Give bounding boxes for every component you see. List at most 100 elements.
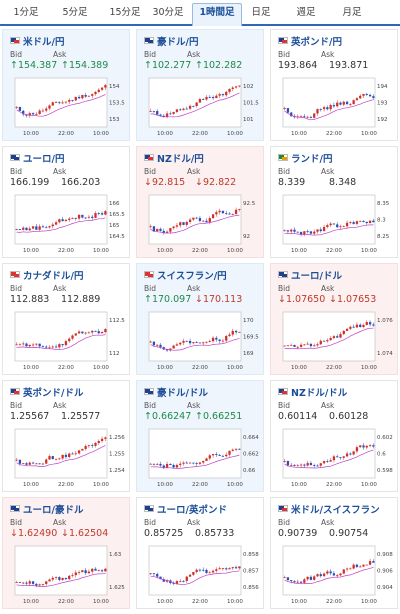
rate-chart[interactable]: 0.602 0.6 0.598 10:00 22:00 10:00 (277, 425, 393, 489)
pair-name[interactable]: ユーロ/豪ドル (23, 505, 84, 516)
rate-chart[interactable]: 0.664 0.662 0.66 10:00 22:00 10:00 (143, 425, 259, 489)
plot-frame (14, 428, 108, 479)
y-tick-label: 1.255 (109, 452, 125, 458)
candle-body (192, 105, 195, 107)
rate-card[interactable]: NZドル/ドル Bid Ask 0.60114 0.60128 0.602 0.6 0.598… (270, 380, 398, 492)
rate-card[interactable]: 米ドル/スイスフラン Bid Ask 0.90739 0.90754 0.908 0.906… (270, 497, 398, 609)
candle-body (290, 344, 293, 346)
gb-flag-icon (278, 37, 288, 44)
ask-value: 0.85733 (195, 528, 235, 539)
moving-average-line (150, 570, 240, 586)
candle-body (38, 584, 41, 586)
y-tick-label: 0.598 (377, 468, 393, 474)
rate-card[interactable]: ユーロ/豪ドル Bid Ask ↓1.62490 ↓1.62504 1.63 1.625 10… (2, 497, 130, 609)
pair-name[interactable]: NZドル/ドル (291, 388, 348, 399)
rate-chart[interactable]: 112.5 112 10:00 22:00 10:00 (9, 308, 125, 372)
pair-name[interactable]: 豪ドル/円 (157, 37, 199, 48)
rate-card[interactable]: 英ポンド/ドル Bid Ask 1.25567 1.25577 1.256 1.255 1.2… (2, 380, 130, 492)
gb-flag-icon (10, 388, 20, 395)
rate-chart[interactable]: 194 193 192 10:00 22:00 10:00 (277, 74, 393, 138)
pair-name[interactable]: ユーロ/円 (23, 154, 65, 165)
candle-body (349, 104, 352, 105)
candle-body (61, 219, 64, 222)
pair-name[interactable]: ユーロ/英ポンド (157, 505, 227, 516)
pair-name[interactable]: ユーロ/ドル (291, 271, 342, 282)
rate-card[interactable]: 米ドル/円 Bid Ask ↑154.387 ↑154.389 154 153.5 153 10… (2, 29, 130, 141)
candle-body (104, 329, 107, 333)
y-tick-label: 0.602 (377, 435, 393, 441)
tab-4[interactable]: 1時間足 (192, 3, 242, 26)
rate-chart[interactable]: 170 169.5 169 10:00 22:00 10:00 (143, 308, 259, 372)
candle-body (365, 221, 368, 224)
rate-chart[interactable]: 8.35 8.3 8.25 10:00 22:00 10:00 (277, 191, 393, 255)
x-tick-label: 10:00 (23, 131, 39, 137)
candle-body (345, 568, 349, 570)
rate-card[interactable]: 豪ドル/円 Bid Ask ↑102.277 ↑102.282 102 101.5 101 10… (136, 29, 264, 141)
pair-name[interactable]: 英ポンド/円 (291, 37, 342, 48)
rate-chart[interactable]: 0.908 0.906 0.904 10:00 22:00 10:00 (277, 542, 393, 606)
rate-card[interactable]: ユーロ/円 Bid Ask 166.199 166.203 166 165.5 165 164.… (2, 146, 130, 258)
y-tick-label: 153 (109, 117, 120, 123)
pair-name[interactable]: 英ポンド/ドル (23, 388, 84, 399)
rate-chart[interactable]: 102 101.5 101 10:00 22:00 10:00 (143, 74, 259, 138)
candle-body (221, 94, 225, 96)
tab-7[interactable]: 月足 (342, 7, 362, 18)
rate-chart[interactable]: 0.858 0.857 0.856 10:00 22:00 10:00 (143, 542, 259, 606)
pair-name[interactable]: 米ドル/円 (23, 37, 65, 48)
candle-body (309, 116, 313, 118)
tab-2[interactable]: 15分足 (109, 7, 141, 18)
candle-body (38, 343, 41, 347)
pair-name[interactable]: ランド/円 (291, 154, 333, 165)
candle-body (228, 568, 231, 570)
rate-card[interactable]: スイスフラン/円 Bid Ask ↑170.097 ↓170.113 170 169.5 16… (136, 263, 264, 375)
candle-body (41, 226, 45, 228)
rate-chart[interactable]: 1.256 1.255 1.254 10:00 22:00 10:00 (9, 425, 125, 489)
candle-body (290, 580, 293, 582)
rate-card[interactable]: 豪ドル/ドル Bid Ask ↑0.66247 ↑0.66251 0.664 0.662 0.… (136, 380, 264, 492)
pair-name[interactable]: NZドル/円 (157, 154, 204, 165)
rate-chart[interactable]: 1.63 1.625 10:00 22:00 10:00 (9, 542, 125, 606)
ask-value: ↓92.822 (195, 177, 237, 188)
candle-body (15, 344, 18, 346)
candle-body (45, 346, 48, 348)
ask-value: 8.348 (329, 177, 357, 188)
nz-flag-icon (278, 388, 288, 395)
candle-body (54, 102, 58, 104)
y-tick-label: 1.076 (377, 318, 393, 324)
tab-3[interactable]: 30分足 (152, 7, 184, 18)
rate-card[interactable]: ユーロ/英ポンド Bid Ask 0.85725 0.85733 0.858 0.857 0.… (136, 497, 264, 609)
candle-body (45, 581, 48, 585)
candle-body (286, 460, 290, 466)
pair-name[interactable]: スイスフラン/円 (157, 271, 227, 282)
rate-chart[interactable]: 92.5 92 10:00 22:00 10:00 (143, 191, 259, 255)
tab-5[interactable]: 日足 (251, 7, 271, 18)
candle-body (77, 450, 81, 454)
plot-frame (282, 77, 376, 128)
candle-body (48, 226, 51, 228)
candle-body (293, 464, 296, 466)
tab-1[interactable]: 5分足 (62, 7, 88, 18)
rate-card[interactable]: 英ポンド/円 Bid Ask 193.864 193.871 194 193 192 10:00… (270, 29, 398, 141)
rate-chart[interactable]: 166 165.5 165 164.5 10:00 22:00 10:00 (9, 191, 125, 255)
ask-label: Ask (53, 284, 67, 293)
rate-card[interactable]: ランド/円 Bid Ask 8.339 8.348 8.35 8.3 8.25 10:00 22:… (270, 146, 398, 258)
rate-card[interactable]: ユーロ/ドル Bid Ask ↓1.07650 ↓1.07653 1.076 1.074 10… (270, 263, 398, 375)
rate-card[interactable]: カナダドル/円 Bid Ask 112.883 112.889 112.5 112 10:00… (2, 263, 130, 375)
candle-body (352, 222, 355, 224)
candle-body (94, 91, 97, 95)
pair-name[interactable]: カナダドル/円 (23, 271, 84, 282)
tab-0[interactable]: 1分足 (13, 7, 39, 18)
pair-name[interactable]: 米ドル/スイスフラン (291, 505, 380, 516)
pair-name[interactable]: 豪ドル/ドル (157, 388, 208, 399)
candle-body (61, 454, 64, 459)
candle-body (215, 212, 218, 215)
tab-6[interactable]: 週足 (296, 7, 316, 18)
y-tick-label: 154 (109, 84, 120, 90)
candle-body (332, 105, 336, 107)
candle-body (234, 448, 238, 450)
rate-chart[interactable]: 154 153.5 153 10:00 22:00 10:00 (9, 74, 125, 138)
candlestick-chart: 0.664 0.662 0.66 10:00 22:00 10:00 (148, 428, 259, 488)
rate-chart[interactable]: 1.076 1.074 10:00 22:00 10:00 (277, 308, 393, 372)
y-tick-label: 101 (243, 117, 254, 123)
rate-card[interactable]: NZドル/円 Bid Ask ↓92.815 ↓92.822 92.5 92 10:00 22:… (136, 146, 264, 258)
